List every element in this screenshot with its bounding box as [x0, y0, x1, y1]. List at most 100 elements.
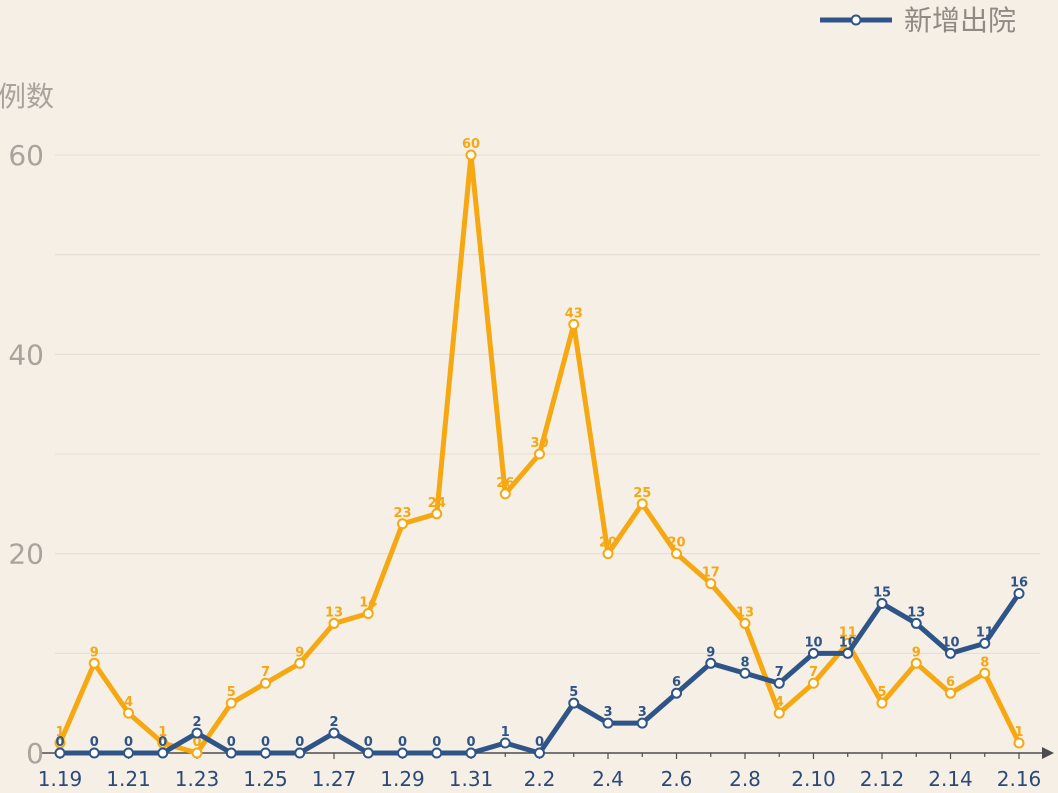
data-label: 9 — [295, 645, 304, 660]
x-axis: 1.19 1.21 1.23 1.25 1.27 1.29 1.31 2.2 2.4 2.6 2.8… — [38, 747, 1054, 791]
y-tick-label: 20 — [8, 538, 44, 571]
data-point — [191, 747, 203, 759]
data-point — [499, 488, 511, 500]
data-point — [397, 747, 408, 759]
data-point — [294, 657, 306, 669]
data-label: 9 — [912, 645, 921, 660]
data-point — [294, 747, 306, 759]
data-point — [1013, 588, 1025, 600]
data-label: 0 — [466, 735, 475, 750]
data-label: 3 — [603, 705, 612, 720]
data-label: 0 — [261, 735, 270, 750]
data-point — [191, 727, 203, 739]
y-tick-label: 40 — [8, 338, 44, 371]
x-tick-label: 1.23 — [175, 767, 220, 791]
data-label: 20 — [599, 536, 617, 551]
data-label: 13 — [736, 605, 754, 620]
data-label: 0 — [158, 735, 167, 750]
data-label: 15 — [873, 586, 891, 601]
data-label: 0 — [432, 735, 441, 750]
data-point — [808, 647, 819, 659]
data-label: 7 — [261, 665, 270, 680]
data-label: 6 — [672, 675, 681, 690]
data-label: 6 — [946, 675, 955, 690]
data-point — [328, 617, 340, 629]
data-point — [945, 687, 956, 699]
x-tick-label: 1.27 — [312, 767, 357, 791]
series-layer: 1941057913142324602630432025201713471159… — [54, 137, 1028, 759]
data-label: 30 — [530, 436, 548, 451]
legend: 新增出院 — [820, 4, 1016, 37]
data-point — [431, 508, 443, 520]
x-tick-label: 1.31 — [449, 767, 494, 791]
data-label: 7 — [775, 665, 784, 680]
data-point — [88, 657, 100, 669]
data-label: 0 — [192, 735, 201, 750]
data-point — [773, 707, 785, 719]
data-label: 43 — [565, 306, 583, 321]
x-axis-arrow — [1042, 747, 1054, 759]
data-point — [465, 747, 477, 759]
data-point — [568, 318, 580, 330]
data-label: 11 — [976, 625, 994, 640]
data-point — [328, 727, 340, 739]
x-tick-label: 2.14 — [928, 767, 973, 791]
data-label: 0 — [398, 735, 407, 750]
x-tick-label: 2.12 — [860, 767, 905, 791]
data-point — [671, 548, 682, 560]
data-point — [945, 647, 956, 659]
data-label: 8 — [980, 655, 989, 670]
data-label: 1 — [55, 725, 64, 740]
y-tick-label: 60 — [8, 139, 44, 172]
data-point — [636, 717, 648, 729]
data-point — [362, 607, 374, 619]
data-label: 0 — [55, 735, 64, 750]
data-point — [636, 498, 648, 510]
data-point — [808, 677, 819, 689]
data-point — [123, 747, 134, 759]
data-point — [54, 747, 66, 759]
data-label: 3 — [638, 705, 647, 720]
data-point — [260, 677, 271, 689]
data-label: 60 — [462, 137, 480, 152]
data-label: 26 — [496, 476, 514, 491]
x-tick-label: 2.6 — [661, 767, 693, 791]
data-label: 17 — [702, 566, 720, 581]
data-point — [568, 697, 580, 709]
x-tick-label: 2.4 — [592, 767, 624, 791]
data-point — [602, 548, 614, 560]
data-point — [397, 518, 408, 530]
data-label: 0 — [124, 735, 133, 750]
x-tick-label: 2.16 — [997, 767, 1042, 791]
data-label: 8 — [740, 655, 749, 670]
data-point — [362, 747, 374, 759]
data-point — [739, 667, 751, 679]
data-point — [534, 448, 545, 460]
data-point — [431, 747, 443, 759]
data-point — [225, 747, 237, 759]
data-label: 9 — [706, 645, 715, 660]
data-label: 11 — [839, 625, 857, 640]
data-label: 5 — [227, 685, 236, 700]
data-label: 7 — [809, 665, 818, 680]
data-label: 16 — [1010, 576, 1028, 591]
x-tick-label: 1.21 — [106, 767, 151, 791]
data-label: 10 — [839, 635, 857, 650]
x-tick-label: 1.19 — [38, 767, 83, 791]
legend-marker — [850, 14, 862, 26]
data-label: 0 — [364, 735, 373, 750]
data-point — [979, 667, 991, 679]
series-line — [57, 591, 1022, 756]
data-point — [671, 687, 682, 699]
data-label: 5 — [877, 685, 886, 700]
data-label: 20 — [667, 536, 685, 551]
data-point — [705, 578, 717, 590]
legend-label: 新增出院 — [904, 4, 1016, 37]
y-axis-label: 例数 — [0, 80, 54, 113]
data-point — [465, 149, 477, 161]
data-label: 4 — [775, 695, 784, 710]
data-point — [1013, 737, 1025, 749]
data-label: 24 — [428, 496, 446, 511]
data-point — [534, 747, 545, 759]
